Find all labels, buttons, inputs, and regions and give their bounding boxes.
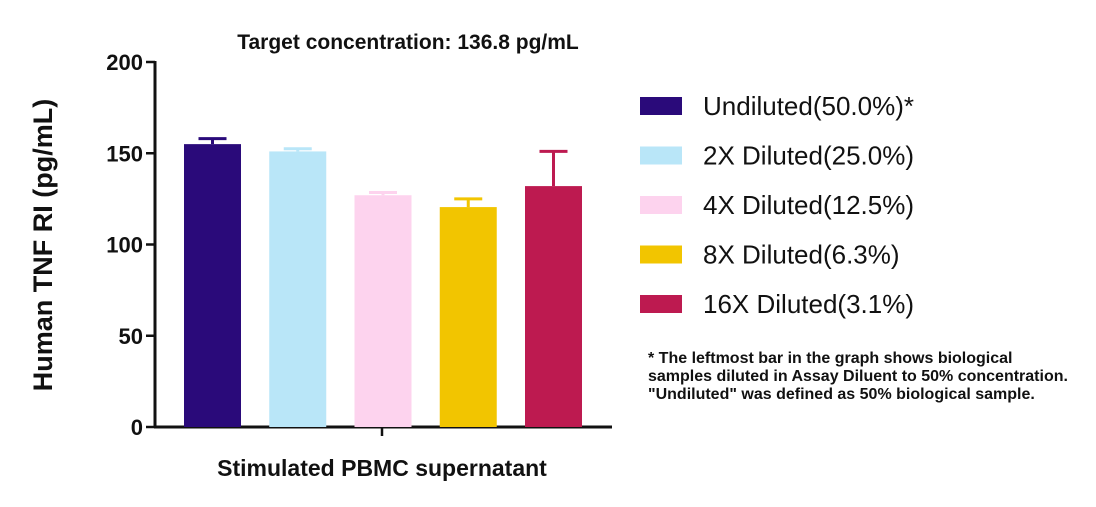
legend-swatch [640,245,682,264]
legend-swatch [640,97,682,115]
chart-title: Target concentration: 136.8 pg/mL [237,31,579,54]
legend-label: 8X Diluted(6.3%) [703,240,900,270]
bar [525,186,582,427]
legend-swatch [640,196,682,214]
legend-swatch [640,146,682,165]
bar [184,144,241,427]
legend-label: 2X Diluted(25.0%) [703,141,914,171]
bar [354,195,412,427]
legend-label: Undiluted(50.0%)* [703,91,914,121]
x-axis-label: Stimulated PBMC supernatant [217,455,547,481]
y-tick-label: 100 [106,233,143,258]
legend-label: 16X Diluted(3.1%) [703,289,914,319]
bar [269,151,327,428]
y-tick-label: 150 [106,141,143,166]
y-tick-label: 200 [106,50,143,75]
y-tick-label: 0 [131,415,143,440]
footnote: * The leftmost bar in the graph shows bi… [648,350,1068,403]
bar [439,207,497,427]
legend-label: 4X Diluted(12.5%) [703,190,914,220]
y-axis-label: Human TNF RI (pg/mL) [28,99,58,391]
y-tick-label: 50 [119,324,143,349]
legend-swatch [640,295,682,313]
